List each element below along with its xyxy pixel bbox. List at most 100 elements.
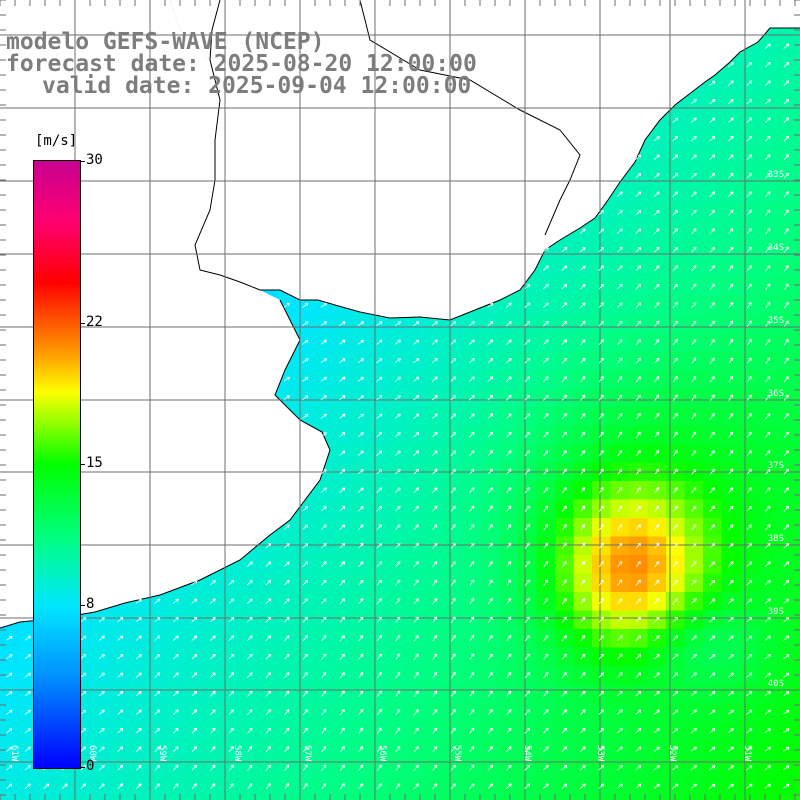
wind-arrow [450,746,456,753]
wind-cell [481,536,501,556]
wind-arrow [709,357,715,364]
wind-arrow [395,690,401,697]
wind-arrow [691,191,697,197]
wind-cell [185,647,205,667]
wind-cell [240,629,260,649]
wind-cell [481,703,501,723]
wind-arrow [432,783,438,790]
wind-arrow [136,783,142,790]
wind-cell [499,518,519,538]
wind-cell [758,333,778,353]
wind-arrow [376,505,383,512]
wind-cell [703,129,723,149]
wind-cell [351,573,371,593]
wind-cell [18,647,38,667]
wind-cell [555,333,575,353]
wind-cell [407,703,427,723]
wind-cell [666,536,686,556]
wind-cell [296,795,316,800]
wind-cell [518,777,538,797]
wind-arrow [765,357,771,364]
colorbar-tick-label: 15 [86,455,103,471]
wind-cell [388,555,408,575]
wind-cell [370,629,390,649]
wind-cell [499,425,519,445]
wind-cell [703,481,723,501]
wind-arrow [450,579,456,586]
wind-cell [499,573,519,593]
wind-cell [425,684,445,704]
wind-cell [518,314,538,334]
wind-arrow [395,727,401,734]
wind-cell [314,592,334,612]
wind-cell [684,111,704,131]
wind-arrow [654,598,660,605]
wind-arrow [506,598,512,605]
wind-cell [758,111,778,131]
wind-cell [777,388,797,408]
wind-cell [555,407,575,427]
wind-cell [703,240,723,260]
wind-cell [185,629,205,649]
wind-arrow [746,598,753,604]
wind-cell [92,758,112,778]
wind-arrow [672,413,678,420]
wind-arrow [727,709,734,715]
wind-cell [629,185,649,205]
wind-cell [351,721,371,741]
wind-cell [758,277,778,297]
wind-arrow [764,635,771,641]
wind-cell [573,259,593,279]
wind-arrow [635,653,642,660]
wind-cell [592,518,612,538]
wind-arrow [524,487,530,494]
wind-cell [388,481,408,501]
wind-cell [37,795,57,800]
wind-arrow [746,468,752,475]
wind-cell [740,721,760,741]
wind-arrow [358,672,364,679]
wind-arrow [431,376,438,382]
wind-cell [555,277,575,297]
wind-cell [536,629,556,649]
colorbar-tick-mark [80,322,85,324]
wind-arrow [728,154,734,160]
wind-arrow [561,302,568,308]
wind-arrow [395,561,401,568]
wind-cell [777,111,797,131]
wind-arrow [469,635,475,642]
wind-cell [740,536,760,556]
wind-arrow [690,728,697,734]
wind-cell [555,777,575,797]
wind-cell [462,555,482,575]
wind-cell [740,148,760,168]
wind-cell [703,592,723,612]
wind-arrow [690,172,697,179]
wind-cell [610,703,630,723]
wind-cell [240,795,260,800]
wind-cell [610,573,630,593]
wind-arrow [654,339,660,346]
wind-cell [684,185,704,205]
wind-arrow [321,746,327,753]
wind-arrow [6,691,13,697]
colorbar-tick-mark [80,767,85,768]
wind-arrow [469,690,475,697]
wind-cell [703,388,723,408]
wind-cell [758,407,778,427]
wind-cell [536,758,556,778]
wind-cell [314,518,334,538]
wind-cell [259,740,279,760]
wind-arrow [580,727,586,734]
wind-arrow [543,468,549,475]
wind-cell [259,703,279,723]
wind-arrow [228,617,235,623]
wind-arrow [80,617,87,623]
wind-arrow [580,394,586,401]
wind-cell [610,314,630,334]
wind-arrow [265,764,271,771]
wind-arrow [358,783,364,790]
wind-arrow [524,524,530,531]
wind-arrow [783,302,789,309]
wind-cell [795,351,800,371]
